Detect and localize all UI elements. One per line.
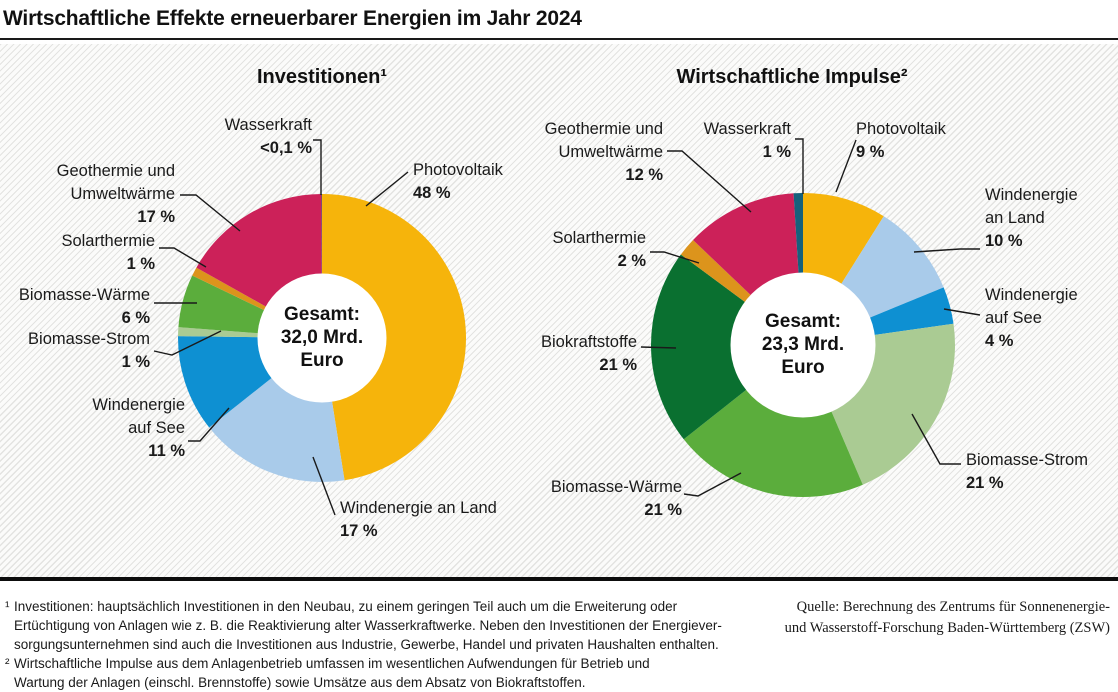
slice-value-text: 1 % <box>5 253 155 276</box>
footnote-1: ¹ Investitionen: hauptsächlich Investiti… <box>5 597 750 654</box>
chart-panel: Investitionen¹ Wirtschaftliche Impulse² … <box>0 44 1118 577</box>
slice-label-text: Geothermie und Umweltwärme <box>493 118 663 164</box>
slice-label-text: Windenergie auf See <box>985 284 1118 330</box>
slice-label-text: Solarthermie <box>496 227 646 250</box>
source-credit: Quelle: Berechnung des Zentrums für Sonn… <box>750 597 1112 692</box>
leader-line-geothermie-und-umweltw-rme <box>180 195 240 231</box>
slice-label-text: Biomasse-Strom <box>5 328 150 351</box>
slice-label-text: Wasserkraft <box>671 118 791 141</box>
slice-label-text: Windenergie auf See <box>5 394 185 440</box>
slice-value-text: <0,1 % <box>112 137 312 160</box>
slice-value-text: 1 % <box>671 141 791 164</box>
slice-label-text: Biomasse-Strom <box>966 449 1118 472</box>
leader-line-photovoltaik <box>366 172 408 206</box>
leader-line-photovoltaik <box>836 140 856 192</box>
title-divider <box>0 38 1118 40</box>
slice-value-text: 9 % <box>856 141 1056 164</box>
footnotes: ¹ Investitionen: hauptsächlich Investiti… <box>5 597 750 692</box>
donut-center-total-investitionen: Gesamt: 32,0 Mrd. Euro <box>242 303 402 372</box>
slice-value-text: 6 % <box>5 307 150 330</box>
slice-value-text: 2 % <box>496 250 646 273</box>
slice-value-text: 12 % <box>493 164 663 187</box>
slice-label-wasserkraft: Wasserkraft<0,1 % <box>112 114 312 160</box>
slice-value-text: 1 % <box>5 351 150 374</box>
slice-label-text: Biomasse-Wärme <box>502 476 682 499</box>
footnote-2-marker: ² <box>5 654 14 692</box>
leader-line-biokraftstoffe <box>641 347 676 348</box>
slice-value-text: 17 % <box>340 520 570 543</box>
footnote-1-text: Investitionen: hauptsächlich Investition… <box>14 597 722 654</box>
slice-label-text: Biomasse-Wärme <box>5 284 150 307</box>
slice-label-text: Photovoltaik <box>856 118 1056 141</box>
footnote-2-text: Wirtschaftliche Impulse aus dem Anlagenb… <box>14 654 650 692</box>
page-title: Wirtschaftliche Effekte erneuerbarer Ene… <box>0 0 1118 31</box>
donut-center-total-impulse: Gesamt: 23,3 Mrd. Euro <box>723 310 883 379</box>
slice-label-text: Geothermie und Umweltwärme <box>5 160 175 206</box>
leader-line-wasserkraft <box>313 140 321 195</box>
leader-line-windenergie-an-land <box>914 249 980 252</box>
footnote-2: ² Wirtschaftliche Impulse aus dem Anlage… <box>5 654 750 692</box>
slice-label-text: Windenergie an Land <box>985 184 1118 230</box>
slice-label-text: Biokraftstoffe <box>487 331 637 354</box>
slice-label-text: Solarthermie <box>5 230 155 253</box>
slice-value-text: 11 % <box>5 440 185 463</box>
slice-value-text: 21 % <box>487 354 637 377</box>
slice-label-text: Wasserkraft <box>112 114 312 137</box>
footnote-1-marker: ¹ <box>5 597 14 654</box>
slice-value-text: 21 % <box>502 499 682 522</box>
leader-line-wasserkraft <box>795 139 803 194</box>
slice-value-text: 10 % <box>985 230 1118 253</box>
slice-value-text: 4 % <box>985 330 1118 353</box>
slice-value-text: 17 % <box>5 206 175 229</box>
slice-value-text: 21 % <box>966 472 1118 495</box>
footer: ¹ Investitionen: hauptsächlich Investiti… <box>0 581 1118 692</box>
